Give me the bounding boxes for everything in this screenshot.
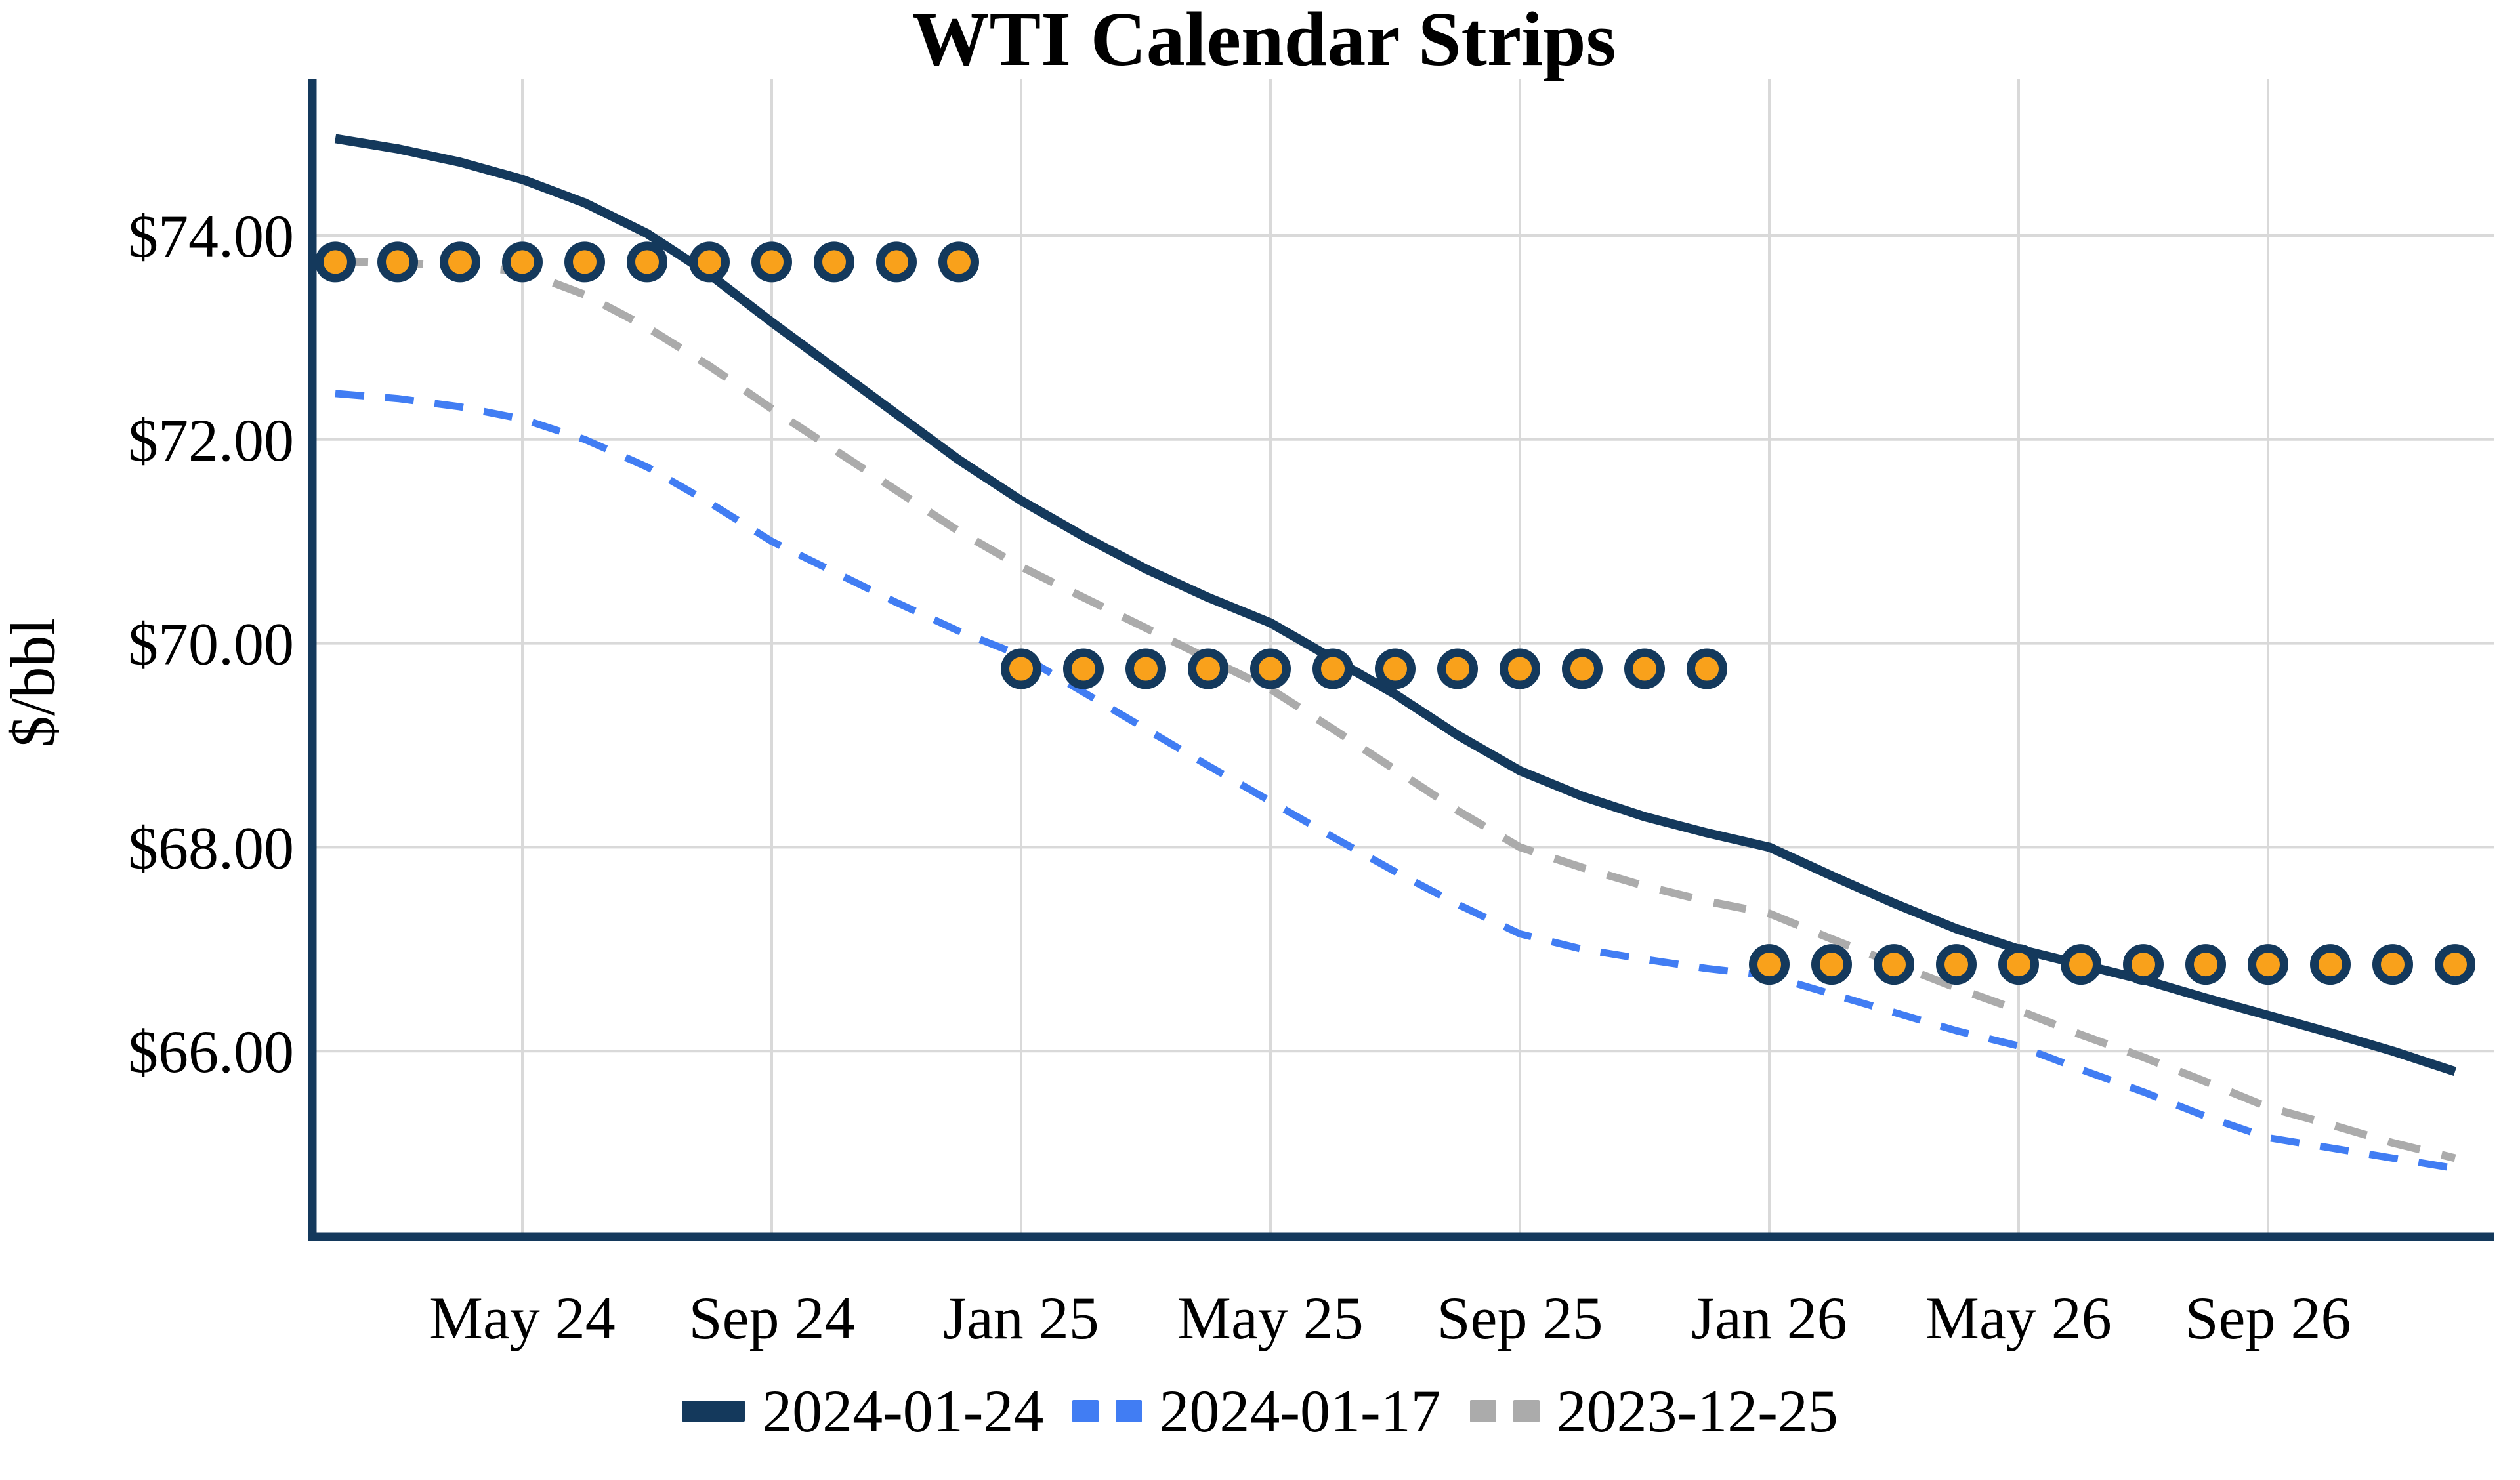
strip-dots-cal-2026-strip bbox=[1749, 944, 2475, 985]
series-line-2023-12-25 bbox=[335, 257, 2456, 1162]
series-line-2024-01-17 bbox=[335, 390, 2456, 1172]
strip-dot bbox=[1312, 648, 1353, 689]
strip-dot bbox=[2123, 944, 2164, 985]
x-tick-label: May 26 bbox=[1925, 1285, 2112, 1351]
strip-dot bbox=[1936, 944, 1977, 985]
strip-dot bbox=[876, 241, 917, 283]
strip-dots-cal-2025-strip bbox=[1001, 648, 1727, 689]
x-tick-label: Sep 25 bbox=[1437, 1285, 1603, 1351]
y-tick-labels: $74.00 $72.00 $70.00 $68.00 $66.00 bbox=[128, 203, 294, 1085]
strip-dot bbox=[1687, 648, 1727, 689]
x-tick-label: Sep 26 bbox=[2185, 1285, 2351, 1351]
strip-dot bbox=[2185, 944, 2226, 985]
strip-dot bbox=[814, 241, 854, 283]
strip-dot bbox=[2435, 944, 2475, 985]
strip-dot bbox=[1998, 944, 2039, 985]
strip-dot bbox=[1250, 648, 1291, 689]
y-tick-label: $74.00 bbox=[128, 203, 294, 270]
strip-dot bbox=[2372, 944, 2413, 985]
legend-label: 2023-12-25 bbox=[1556, 1378, 1838, 1445]
strip-dot bbox=[502, 241, 543, 283]
strip-dot bbox=[1624, 648, 1665, 689]
strip-dot bbox=[377, 241, 418, 283]
strip-dot bbox=[1500, 648, 1540, 689]
strip-dot bbox=[1562, 648, 1603, 689]
solid-line-swatch bbox=[682, 1401, 746, 1422]
strip-dot bbox=[2061, 944, 2101, 985]
y-tick-label: $72.00 bbox=[128, 407, 294, 474]
axes bbox=[308, 79, 2494, 1241]
strip-dot bbox=[1188, 648, 1228, 689]
series-line-2024-01-24 bbox=[334, 134, 2457, 1076]
y-tick-label: $66.00 bbox=[128, 1018, 294, 1085]
strip-dot bbox=[751, 241, 792, 283]
x-tick-labels: May 24 Sep 24 Jan 25 May 25 Sep 25 Jan 26 May … bbox=[429, 1285, 2351, 1351]
legend-item-2023-12-25: 2023-12-25 bbox=[1469, 1376, 1838, 1446]
x-tick-label: Jan 26 bbox=[1691, 1285, 1847, 1351]
strip-dot bbox=[2248, 944, 2288, 985]
strip-dots-cal-2024-strip bbox=[315, 241, 979, 283]
legend-label: 2024-01-17 bbox=[1159, 1378, 1441, 1445]
strip-dot bbox=[938, 241, 979, 283]
strip-dot bbox=[2310, 944, 2351, 985]
strip-dot bbox=[1437, 648, 1478, 689]
legend-item-2024-01-17: 2024-01-17 bbox=[1072, 1376, 1441, 1446]
strip-dot bbox=[1375, 648, 1416, 689]
strip-dot bbox=[1063, 648, 1104, 689]
dashed-line-swatch bbox=[1072, 1400, 1143, 1422]
x-tick-label: Sep 24 bbox=[689, 1285, 855, 1351]
strip-dot bbox=[1125, 648, 1166, 689]
chart-title: WTI Calendar Strips bbox=[912, 0, 1616, 82]
strip-dot bbox=[1874, 944, 1914, 985]
strip-dot bbox=[689, 241, 730, 283]
y-tick-label: $70.00 bbox=[128, 611, 294, 678]
strip-dot bbox=[1001, 648, 1041, 689]
legend-label: 2024-01-24 bbox=[762, 1378, 1044, 1445]
x-tick-label: Jan 25 bbox=[943, 1285, 1099, 1351]
strip-dot bbox=[440, 241, 480, 283]
x-tick-label: May 24 bbox=[429, 1285, 616, 1351]
strip-dot bbox=[627, 241, 667, 283]
strip-dot bbox=[1749, 944, 1790, 985]
dashed-line-swatch bbox=[1469, 1400, 1540, 1422]
strip-dot bbox=[564, 241, 605, 283]
strip-dot bbox=[315, 241, 356, 283]
x-tick-label: May 25 bbox=[1177, 1285, 1364, 1351]
legend-item-2024-01-24: 2024-01-24 bbox=[682, 1376, 1043, 1446]
calendar-strip-dots bbox=[315, 241, 2475, 985]
strip-dot bbox=[1811, 944, 1852, 985]
legend: 2024-01-24 2024-01-17 2023-12-25 bbox=[0, 1376, 2520, 1446]
y-tick-label: $68.00 bbox=[128, 814, 294, 881]
